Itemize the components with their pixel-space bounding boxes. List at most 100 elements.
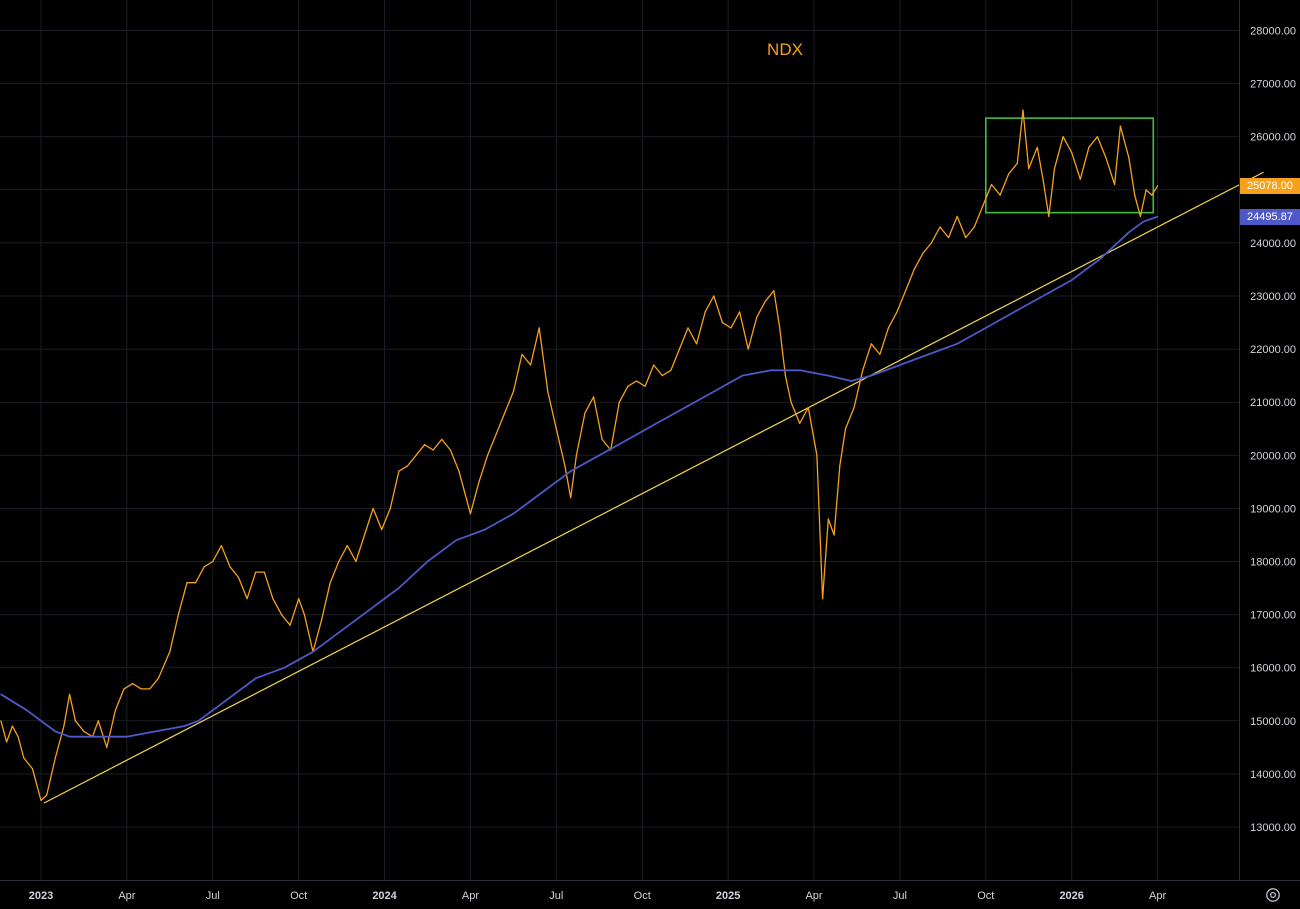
price-point [389,507,391,509]
price-point [46,794,48,796]
price-point [212,560,214,563]
price-point [833,534,835,536]
ma-point [398,587,400,589]
price-point [653,364,655,366]
price-point [74,720,76,722]
ma-point [97,736,99,738]
price-point [97,720,99,722]
ma-point [827,375,829,377]
y-tick-label: 19000.00 [1250,503,1296,515]
price-point [398,470,400,472]
price-point [547,391,549,393]
price-point [11,725,13,727]
x-tick-label: 2025 [716,890,740,902]
price-point [538,327,540,329]
price-point [618,401,620,403]
price-point [149,688,151,690]
price-point [449,449,451,451]
price-point [338,560,340,563]
price-point [1079,178,1081,180]
x-tick-label: Jul [206,890,220,902]
price-point [575,454,578,456]
price-point [704,311,706,313]
price-point [487,454,489,456]
price-point [584,412,586,414]
price-point [272,598,274,600]
price-point [879,353,881,355]
price-point [1114,183,1116,186]
price-point [83,730,85,733]
price-point [23,757,25,759]
moving-average-badge: 24495.87 [1240,208,1300,225]
price-point [1008,173,1010,175]
y-tick-label: 18000.00 [1250,557,1296,569]
y-tick-label: 15000.00 [1250,716,1296,728]
price-point [816,454,818,456]
price-point [303,614,305,616]
price-point [177,614,179,616]
price-point [956,215,958,217]
x-tick-label: Jul [893,890,907,902]
price-point [1134,194,1136,196]
price-point [246,598,248,600]
ma-point [1157,216,1159,218]
ma-point [341,629,343,632]
price-point [756,316,758,318]
price-point [69,693,71,695]
price-point [999,194,1001,196]
price-point [930,242,933,244]
x-tick-label: Oct [634,890,651,902]
y-tick-label: 27000.00 [1250,79,1296,91]
ma-point [283,667,285,669]
price-point [779,327,781,329]
price-point [913,268,915,270]
trendline[interactable] [43,171,1264,804]
x-tick-label: Apr [462,890,479,902]
y-tick-label: 24000.00 [1250,238,1296,250]
price-point [169,651,171,653]
ma-point [484,529,486,531]
ma-point [226,699,228,701]
gear-icon[interactable] [1264,886,1282,904]
price-point [905,290,907,292]
price-point [346,545,348,547]
y-tick-label: 14000.00 [1250,769,1296,781]
price-axis[interactable]: 28000.0027000.0026000.0025000.0024000.00… [1250,26,1296,835]
price-point [1157,185,1159,187]
price-point [237,576,240,579]
ma-point [1013,311,1016,313]
price-point [1096,136,1098,138]
price-point [773,290,775,292]
price-point [195,582,197,584]
price-point [730,327,732,329]
x-tick-label: 2023 [29,890,53,902]
price-point [329,582,331,584]
price-point [1119,125,1121,127]
y-tick-label: 16000.00 [1250,663,1296,675]
price-point [0,720,2,722]
ma-point [684,406,686,409]
price-point [432,449,434,451]
y-tick-label: 22000.00 [1250,344,1296,356]
range-box[interactable] [984,117,1155,214]
price-point [627,385,629,387]
ma-point [26,709,28,711]
ma-point [512,513,515,515]
price-point [1042,178,1044,180]
ma-point [1128,231,1130,233]
price-point [887,327,890,329]
price-point [784,375,787,377]
price-point [822,598,824,600]
x-tick-label: Oct [290,890,307,902]
price-point [263,571,265,573]
price-point [40,799,42,802]
chart-title: NDX [767,40,803,59]
grid-lines [0,0,1239,880]
price-point [1071,152,1073,154]
time-axis[interactable]: 2023 Apr Jul Oct 2024 Apr Jul Oct 2025 Apr Jul Oct 2… [29,890,1167,902]
x-tick-label: Apr [118,890,135,902]
price-point [1022,109,1024,111]
price-point [764,300,766,302]
price-point [1128,157,1130,159]
